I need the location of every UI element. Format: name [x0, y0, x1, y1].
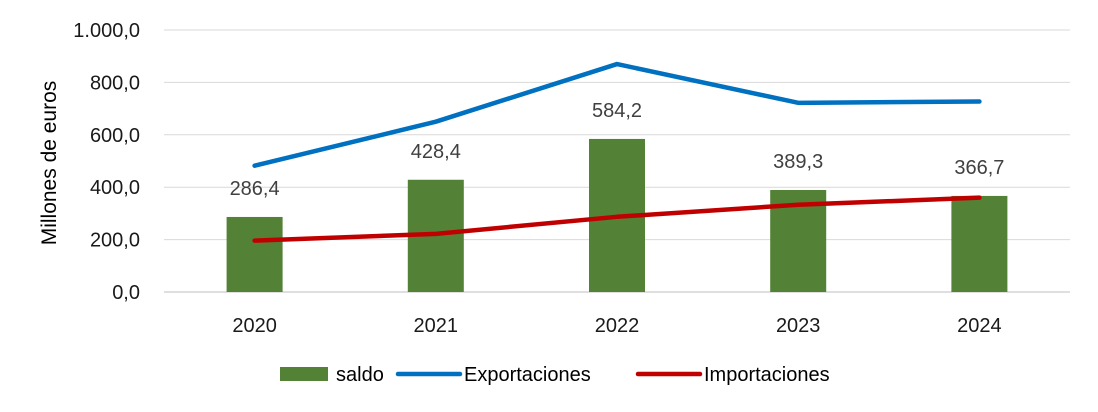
y-axis-title: Millones de euros: [38, 81, 61, 246]
x-axis-tick-labels: 2020 2021 2022 2023 2024: [232, 315, 1001, 337]
bar-data-label: 389,3: [773, 151, 823, 173]
y-tick-label: 1.000,0: [73, 20, 140, 42]
y-tick-label: 400,0: [90, 177, 140, 199]
bar-data-label: 286,4: [230, 178, 280, 200]
y-tick-label: 200,0: [90, 230, 140, 252]
y-tick-label: 800,0: [90, 72, 140, 94]
legend-label: Importaciones: [704, 364, 830, 386]
bar-data-label: 366,7: [954, 157, 1004, 179]
data-labels: 286,4 428,4 584,2 389,3 366,7: [230, 100, 1005, 200]
y-axis-tick-labels: 0,0 200,0 400,0 600,0 800,0 1.000,0: [73, 20, 140, 304]
y-tick-label: 600,0: [90, 125, 140, 147]
x-tick-label: 2023: [776, 315, 821, 337]
bar: [226, 216, 283, 292]
bar-data-label: 584,2: [592, 100, 642, 122]
x-tick-label: 2024: [957, 315, 1002, 337]
legend-label: saldo: [336, 364, 384, 386]
legend: saldo Exportaciones Importaciones: [280, 364, 830, 386]
line-series: [252, 61, 982, 243]
legend-label: Exportaciones: [464, 364, 591, 386]
bar: [951, 195, 1008, 292]
x-tick-label: 2022: [595, 315, 640, 337]
legend-swatch-saldo: [280, 367, 328, 381]
x-tick-label: 2021: [414, 315, 459, 337]
y-tick-label: 0,0: [112, 282, 140, 304]
line-exportaciones: [252, 61, 982, 168]
x-tick-label: 2020: [232, 315, 277, 337]
line-importaciones: [252, 195, 982, 243]
bar-data-label: 428,4: [411, 141, 461, 163]
